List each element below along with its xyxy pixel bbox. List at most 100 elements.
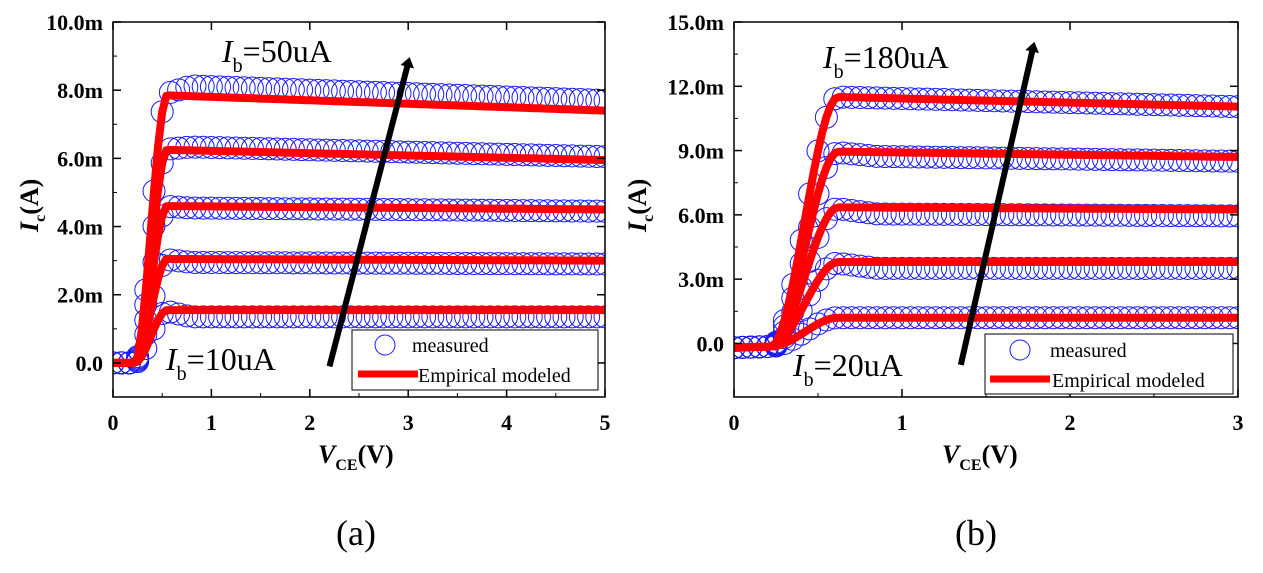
- annotation-sub: b: [834, 61, 844, 83]
- measured-point: [216, 305, 240, 329]
- measured-point: [1167, 204, 1191, 228]
- measured-point: [1008, 256, 1032, 280]
- measured-point: [175, 304, 199, 328]
- measured-point: [421, 305, 445, 329]
- x-tick-label: 2: [304, 410, 315, 435]
- legend-box: [351, 329, 599, 391]
- panel-b-trend-arrow: [957, 41, 1039, 366]
- annotation-main: I: [165, 341, 178, 377]
- legend-measured-label: measured: [412, 335, 489, 357]
- panel-b-ylabel: Ic(A): [623, 179, 657, 233]
- measured-point: [924, 145, 948, 169]
- y-tick-label: 2.0m: [57, 283, 103, 308]
- measured-point: [1150, 204, 1174, 228]
- measured-point: [199, 305, 223, 329]
- measured-point: [907, 202, 931, 226]
- x-tick-label: 3: [403, 410, 414, 435]
- panel-a-annotation-bottom: Ib=10uA: [165, 341, 276, 385]
- measured-point: [865, 256, 889, 280]
- legend-modeled-label: Empirical modeled: [1052, 370, 1205, 392]
- measured-point: [372, 305, 396, 329]
- measured-point: [1125, 148, 1149, 172]
- annotation-sub: b: [177, 363, 187, 385]
- legend-measured-marker: [1009, 339, 1031, 361]
- measured-point: [1033, 203, 1057, 227]
- x-tick-label: 5: [600, 410, 611, 435]
- measured-point: [1159, 256, 1183, 280]
- measured-point: [191, 305, 215, 329]
- measured-point: [1100, 148, 1124, 172]
- measured-point: [932, 256, 956, 280]
- ylabel-sub: c: [32, 215, 49, 222]
- ylabel-tail: (A): [15, 179, 44, 215]
- measured-point: [1058, 256, 1082, 280]
- x-tick-label: 3: [1233, 410, 1244, 435]
- y-tick-label: 6.0m: [678, 203, 724, 228]
- measured-point: [413, 305, 437, 329]
- measured-point: [907, 256, 931, 280]
- measured-point: [1209, 204, 1233, 228]
- measured-point: [974, 146, 998, 170]
- legend-modeled-label: Empirical modeled: [418, 365, 571, 387]
- annotation-sub: b: [804, 369, 814, 391]
- measured-point: [1218, 204, 1238, 228]
- measured-point: [898, 202, 922, 226]
- measured-point: [856, 201, 880, 225]
- measured-point: [991, 203, 1015, 227]
- measured-point: [1142, 203, 1166, 227]
- y-tick-label: 4.0m: [57, 215, 103, 240]
- measured-point: [462, 305, 486, 329]
- measured-point: [363, 305, 387, 329]
- measured-point: [1016, 146, 1040, 170]
- measured-point: [1184, 256, 1208, 280]
- measured-point: [1134, 148, 1158, 172]
- measured-point: [966, 146, 990, 170]
- measured-point: [1092, 256, 1116, 280]
- measured-point: [355, 305, 379, 329]
- measured-point: [1150, 256, 1174, 280]
- measured-point: [1209, 149, 1233, 173]
- measured-point: [1201, 204, 1225, 228]
- y-tick-label: 6.0m: [57, 146, 103, 171]
- y-tick-label: 12.0m: [667, 74, 724, 99]
- measured-point: [940, 202, 964, 226]
- measured-point: [183, 305, 207, 329]
- legend-box: [984, 333, 1234, 395]
- measured-point: [999, 203, 1023, 227]
- measured-point: [257, 305, 281, 329]
- measured-point: [1024, 256, 1048, 280]
- measured-point: [1117, 203, 1141, 227]
- annotation-tail: =50uA: [243, 33, 332, 69]
- measured-point: [495, 305, 519, 329]
- model-curve-ib-100: [734, 203, 1238, 352]
- measured-point: [1058, 147, 1082, 171]
- measured-point: [1033, 256, 1057, 280]
- measured-point: [1117, 148, 1141, 172]
- measured-point: [527, 305, 551, 329]
- panel-a-trend-arrow: [326, 57, 414, 368]
- measured-point: [890, 145, 914, 169]
- model-curve-ib-40: [113, 145, 605, 367]
- measured-point: [1159, 204, 1183, 228]
- annotation-tail: =20uA: [814, 347, 903, 383]
- measured-point: [1142, 256, 1166, 280]
- panel-a-model-layer: [113, 91, 605, 367]
- measured-point: [1016, 203, 1040, 227]
- measured-point: [1117, 256, 1141, 280]
- measured-point: [1058, 203, 1082, 227]
- measured-point: [478, 305, 502, 329]
- panel-b-ticks: 0 1 2 3 0.0 3.0m 6.0m 9.0m 12.0m 15.0m: [667, 10, 1243, 435]
- measured-point: [932, 202, 956, 226]
- measured-point: [437, 305, 461, 329]
- measured-point: [1226, 204, 1238, 228]
- measured-point: [1050, 147, 1074, 171]
- measured-point: [1092, 203, 1116, 227]
- measured-point: [544, 305, 568, 329]
- measured-point: [429, 305, 453, 329]
- panel-a-xlabel: VCE(V): [318, 440, 394, 474]
- measured-point: [470, 305, 494, 329]
- measured-point: [1108, 148, 1132, 172]
- measured-point: [890, 202, 914, 226]
- measured-point: [1108, 203, 1132, 227]
